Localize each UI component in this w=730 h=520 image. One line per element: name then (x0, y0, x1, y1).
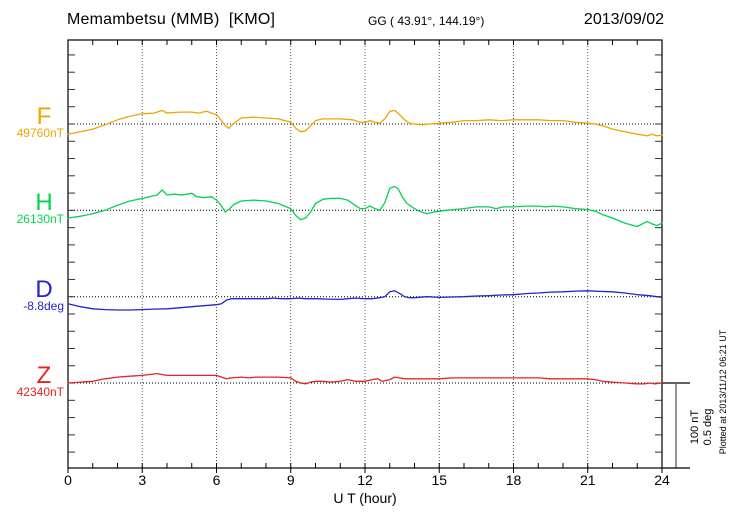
x-axis-title: U T (hour) (333, 490, 397, 506)
channel-value-h: 26130nT (16, 212, 64, 227)
channel-letter-z: Z (36, 362, 52, 389)
x-tick-label: 18 (505, 472, 522, 488)
x-tick-label: 6 (212, 472, 221, 488)
channel-value-z: 42340nT (16, 385, 64, 399)
station-title: Memambetsu (MMB) [KMO] (67, 11, 276, 28)
channel-value-d: -8.8deg (23, 298, 64, 313)
channel-letter-h: H (35, 189, 53, 217)
x-tick-label: 0 (64, 472, 72, 488)
trace-h (67, 185, 663, 228)
scalebar-deg-label: 0.5 deg (702, 408, 714, 446)
observation-date: 2013/09/02 (583, 11, 664, 28)
channel-letter-d: D (35, 275, 53, 303)
geographic-coordinates: GG ( 43.91°, 144.19°) (368, 14, 485, 28)
x-tick-label: 24 (654, 472, 670, 488)
x-tick-label: 3 (138, 472, 147, 488)
channel-letter-f: F (36, 103, 52, 130)
x-tick-label: 21 (579, 472, 596, 488)
plotted-at-note: Plotted at 2013/11/12 06:21 UT (718, 329, 728, 455)
trace-d (67, 290, 663, 311)
x-tick-label: 9 (286, 472, 295, 488)
x-tick-label: 12 (357, 472, 373, 488)
scalebar-nt-label: 100 nT (689, 409, 701, 445)
x-tick-label: 15 (431, 472, 448, 488)
trace-z (67, 372, 663, 385)
channel-value-f: 49760nT (16, 126, 64, 140)
trace-f (67, 109, 663, 137)
